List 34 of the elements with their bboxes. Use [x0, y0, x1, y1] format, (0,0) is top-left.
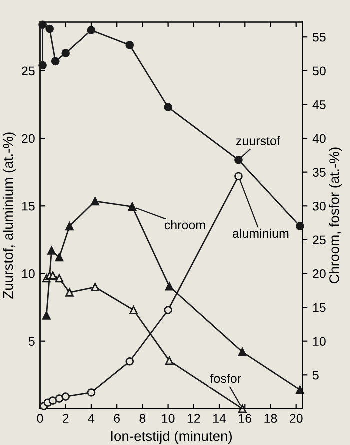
x-tick-label: 8: [140, 414, 146, 423]
series-label: zuurstof: [236, 136, 280, 146]
y2-tick-label: 40: [312, 134, 326, 144]
x-tick-label: 18: [264, 414, 278, 423]
x-tick-label: 12: [188, 414, 200, 423]
y2-tick-label: 45: [312, 100, 326, 110]
y2-tick-label: 10: [313, 337, 326, 346]
series-label: fosfor: [210, 374, 242, 384]
y-axis-title: Zuurstof, aluminium (at.-%): [2, 132, 16, 299]
y-tick-label: 5: [28, 337, 35, 346]
y2-tick-label: 5: [312, 371, 319, 380]
y2-tick-label: 25: [313, 236, 326, 245]
series-label: chroom: [164, 220, 206, 230]
x-tick-label: 2: [63, 414, 69, 423]
y2-tick-label: 35: [312, 168, 326, 177]
series-label: aluminium: [233, 228, 289, 238]
x-tick-label: 6: [114, 414, 120, 423]
x-tick-label: 16: [239, 414, 252, 423]
y2-tick-label: 50: [312, 66, 326, 76]
y2-tick-label: 20: [313, 270, 326, 278]
x-tick-label: 14: [214, 414, 226, 423]
y2-tick-label: 30: [312, 202, 326, 211]
y-tick-label: 20: [22, 134, 35, 144]
y-tick-label: 25: [22, 66, 35, 76]
x-axis-title: Ion-etstijd (minuten): [111, 431, 232, 444]
x-tick-label: 0: [37, 414, 44, 423]
x-tick-label: 10: [162, 414, 175, 423]
y-tick-label: 15: [22, 202, 35, 211]
x-tick-label: 4: [88, 414, 95, 423]
y2-tick-label: 15: [313, 303, 326, 312]
y2-axis-title: Chroom, fosfor (at.-%): [329, 148, 342, 284]
y-tick-label: 10: [22, 270, 35, 278]
x-tick-label: 20: [290, 414, 303, 423]
y2-tick-label: 55: [312, 33, 326, 42]
